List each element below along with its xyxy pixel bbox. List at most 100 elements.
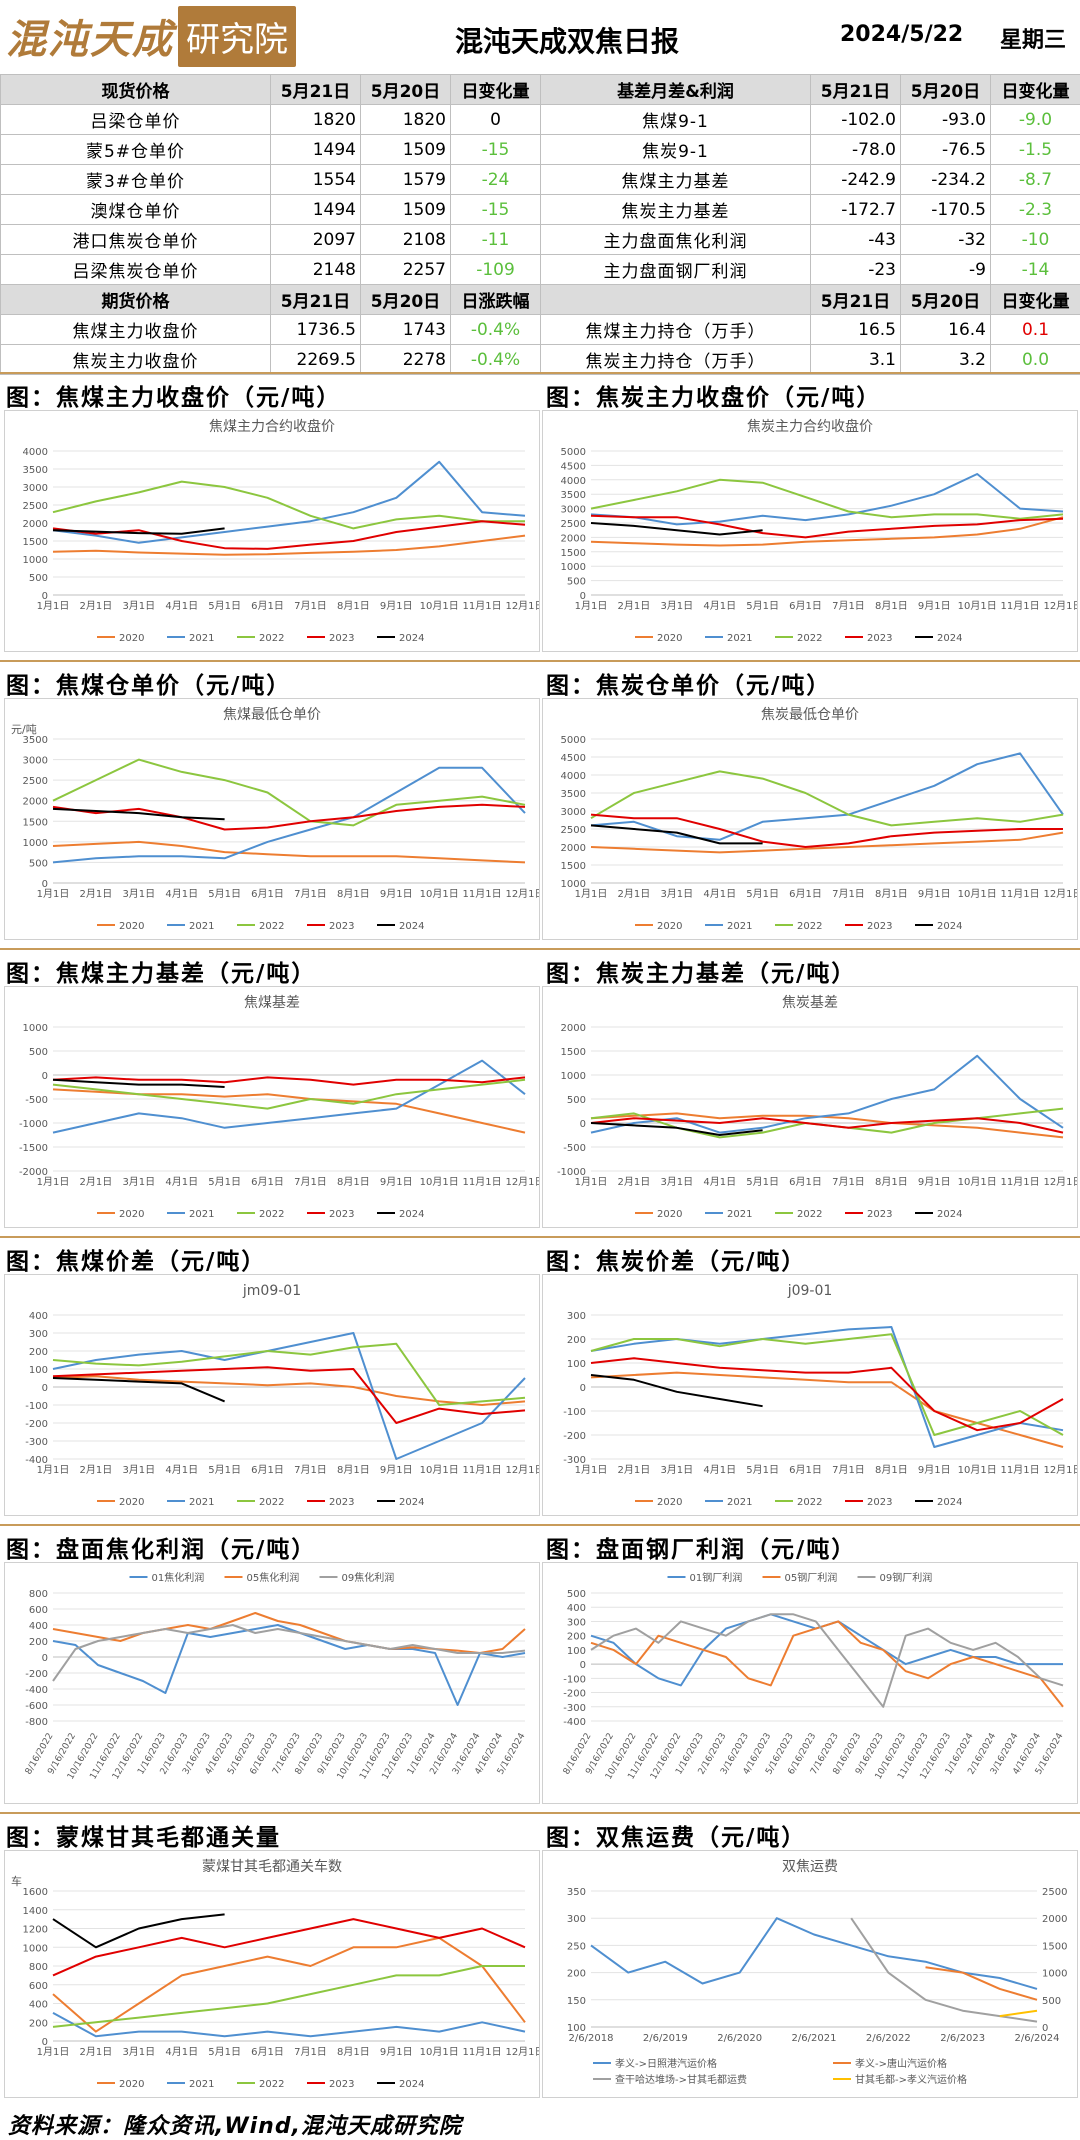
table-header-cell: 现货价格 bbox=[1, 75, 271, 105]
x-tick-label: 1月1日 bbox=[37, 600, 70, 612]
x-tick-label: 8月1日 bbox=[875, 1464, 908, 1476]
chart-svg: -800-600-400-20002004006008008/16/20229/… bbox=[5, 1563, 539, 1803]
series-line bbox=[591, 1375, 763, 1406]
x-tick-label: 6月1日 bbox=[251, 600, 284, 612]
legend-label: 2020 bbox=[657, 1209, 682, 1220]
y-tick-label: -300 bbox=[563, 1703, 586, 1714]
legend-label: 2020 bbox=[119, 921, 144, 932]
table-cell: 焦炭9-1 bbox=[541, 135, 811, 165]
y-tick-label: 2000 bbox=[23, 519, 48, 530]
legend-label: 2024 bbox=[399, 2079, 424, 2090]
y-tick-label: 1400 bbox=[23, 1906, 48, 1917]
series-line bbox=[53, 1344, 525, 1405]
y-tick-label: 1500 bbox=[561, 1047, 586, 1058]
legend-label: 2022 bbox=[797, 1209, 822, 1220]
x-tick-label: 10月1日 bbox=[420, 1464, 459, 1476]
series-line bbox=[591, 1918, 1037, 1989]
chart-title: j09-01 bbox=[787, 1283, 833, 1299]
table-cell: 1494 bbox=[271, 135, 361, 165]
series-line bbox=[53, 809, 225, 819]
y-tick-label: 1000 bbox=[23, 1023, 48, 1034]
x-tick-label: 1月1日 bbox=[575, 1464, 608, 1476]
legend-label: 2023 bbox=[329, 921, 354, 932]
legend-label: 2023 bbox=[867, 921, 892, 932]
brand-logo: 混沌天成 研究院 bbox=[6, 6, 296, 66]
x-tick-label: 12月1日 bbox=[1043, 1464, 1077, 1476]
section-title: 图：焦炭仓单价（元/吨） bbox=[546, 666, 831, 700]
section-title: 图：焦煤仓单价（元/吨） bbox=[6, 666, 291, 700]
table-cell: -2.3 bbox=[991, 195, 1080, 225]
y2-tick-label: 500 bbox=[1042, 1996, 1061, 2007]
y-tick-label: 500 bbox=[29, 858, 48, 869]
chart-title: jm09-01 bbox=[242, 1283, 301, 1299]
table-cell: 2278 bbox=[361, 345, 451, 375]
x-tick-label: 12月1日 bbox=[1043, 888, 1077, 900]
y-tick-label: 400 bbox=[567, 1603, 586, 1614]
chart-svg: 双焦运费100150200250300350050010001500200025… bbox=[543, 1851, 1077, 2097]
table-header-cell: 5月20日 bbox=[361, 75, 451, 105]
y-tick-label: 400 bbox=[29, 2000, 48, 2011]
table-cell: 1554 bbox=[271, 165, 361, 195]
legend-label: 2020 bbox=[119, 1209, 144, 1220]
y-tick-label: -400 bbox=[25, 1685, 48, 1696]
x-tick-label: 1月1日 bbox=[575, 888, 608, 900]
table-cell: -15 bbox=[451, 135, 541, 165]
table-cell: -23 bbox=[811, 255, 901, 285]
table-cell: 2269.5 bbox=[271, 345, 361, 375]
y-tick-label: -600 bbox=[25, 1701, 48, 1712]
chart-title: 焦煤基差 bbox=[244, 994, 300, 1011]
table-header-cell bbox=[541, 285, 811, 315]
chart-svg: 蒙煤甘其毛都通关车数车02004006008001000120014001600… bbox=[5, 1851, 539, 2097]
legend-label: 2023 bbox=[329, 633, 354, 644]
x-tick-label: 2月1日 bbox=[618, 600, 651, 612]
table-cell: 3.2 bbox=[901, 345, 991, 375]
legend-label: 2023 bbox=[867, 633, 892, 644]
x-tick-label: 2/6/2024 bbox=[1015, 2033, 1060, 2044]
x-tick-label: 8月1日 bbox=[337, 888, 370, 900]
table-cell: 2148 bbox=[271, 255, 361, 285]
y2-tick-label: 2000 bbox=[1042, 1914, 1067, 1925]
y-tick-label: 0 bbox=[580, 1119, 586, 1130]
legend-label: 05焦化利润 bbox=[247, 1571, 300, 1584]
y-tick-label: 400 bbox=[29, 1621, 48, 1632]
series-line bbox=[53, 1966, 525, 2027]
x-tick-label: 2/6/2023 bbox=[940, 2033, 985, 2044]
brand-name: 混沌天成 bbox=[6, 7, 174, 65]
table-cell: -11 bbox=[451, 225, 541, 255]
y-tick-label: 0 bbox=[42, 1071, 48, 1082]
legend-label: 2021 bbox=[189, 2079, 214, 2090]
x-tick-label: 6月1日 bbox=[789, 888, 822, 900]
table-cell: 16.4 bbox=[901, 315, 991, 345]
report-weekday: 星期三 bbox=[1000, 22, 1066, 54]
report-date: 2024/5/22 bbox=[840, 22, 963, 47]
table-cell: 2257 bbox=[361, 255, 451, 285]
y-tick-label: 200 bbox=[567, 1969, 586, 1980]
x-tick-label: 1月1日 bbox=[37, 1464, 70, 1476]
x-tick-label: 2/6/2020 bbox=[717, 2033, 762, 2044]
x-tick-label: 2月1日 bbox=[80, 1176, 113, 1188]
legend-label: 2024 bbox=[937, 1209, 962, 1220]
y-tick-label: 2500 bbox=[561, 825, 586, 836]
y-tick-label: 1500 bbox=[561, 548, 586, 559]
table-cell: 1820 bbox=[361, 105, 451, 135]
x-tick-label: 2月1日 bbox=[618, 888, 651, 900]
report-header: 混沌天成 研究院 混沌天成双焦日报 2024/5/22 星期三 bbox=[0, 0, 1080, 72]
series-line bbox=[591, 1334, 1063, 1435]
x-tick-label: 9月1日 bbox=[380, 888, 413, 900]
y-tick-label: 3000 bbox=[23, 483, 48, 494]
legend-label: 甘其毛都->孝义汽运价格 bbox=[855, 2073, 967, 2086]
x-tick-label: 3月1日 bbox=[122, 1176, 155, 1188]
x-tick-label: 9月1日 bbox=[918, 1176, 951, 1188]
table-cell: 1509 bbox=[361, 135, 451, 165]
x-tick-label: 1月1日 bbox=[37, 2046, 70, 2058]
x-tick-label: 9月1日 bbox=[380, 1176, 413, 1188]
x-tick-label: 4月1日 bbox=[165, 2046, 198, 2058]
y-tick-label: -500 bbox=[25, 1095, 48, 1106]
x-tick-label: 11月1日 bbox=[463, 888, 502, 900]
y-tick-label: 300 bbox=[29, 1329, 48, 1340]
